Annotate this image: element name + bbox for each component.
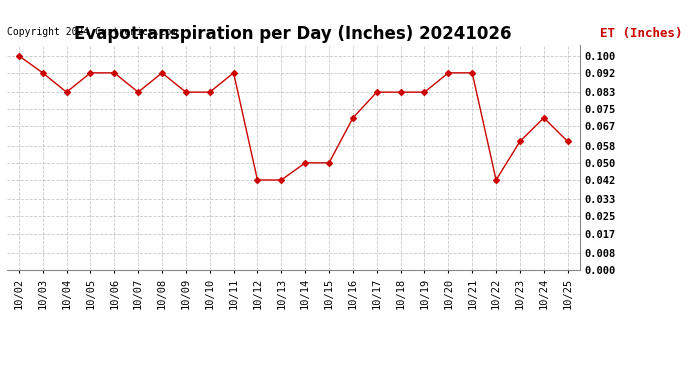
Text: Copyright 2024 Curtronics.com: Copyright 2024 Curtronics.com [7,27,177,37]
Title: Evapotranspiration per Day (Inches) 20241026: Evapotranspiration per Day (Inches) 2024… [75,26,512,44]
Text: ET (Inches): ET (Inches) [600,27,682,40]
